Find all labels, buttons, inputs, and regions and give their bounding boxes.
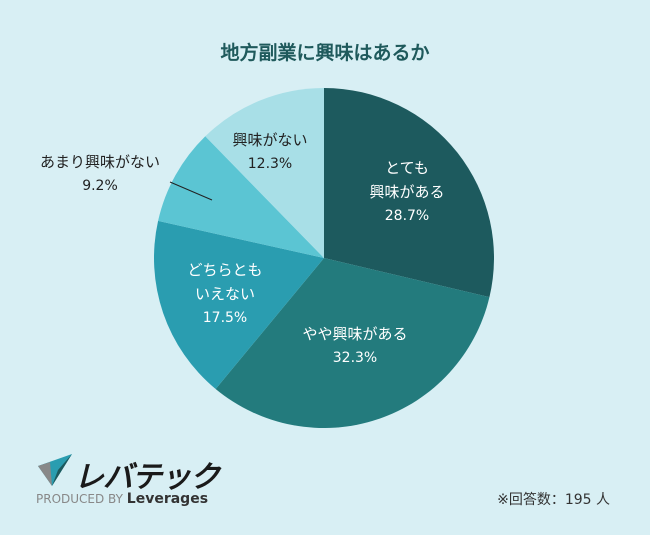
slice-label-line: 興味がない bbox=[232, 131, 308, 149]
produced-by-label: PRODUCED BY bbox=[36, 492, 123, 506]
slice-value-label: 9.2% bbox=[82, 178, 118, 194]
slice-label-line: 興味がある bbox=[369, 183, 445, 201]
levtech-logo-icon bbox=[38, 454, 72, 486]
slice-label-very-interested: とても 興味がある 28.7% bbox=[352, 156, 462, 228]
pie-slice-3 bbox=[158, 136, 324, 258]
slice-label-line: いえない bbox=[194, 285, 255, 303]
pie-slice-0 bbox=[324, 88, 494, 298]
leader-line bbox=[169, 181, 213, 201]
pie-slice-4 bbox=[205, 88, 324, 258]
slice-value-label: 28.7% bbox=[384, 208, 430, 224]
slice-label-line: やや興味がある bbox=[302, 325, 408, 343]
slice-label-neutral: どちらとも いえない 17.5% bbox=[170, 258, 280, 330]
slice-label-not-interested: 興味がない 12.3% bbox=[222, 128, 318, 176]
slice-label-line: どちらとも bbox=[187, 261, 263, 279]
respondent-count-note: ※回答数：195 人 bbox=[497, 492, 610, 508]
slice-label-somewhat-interested: やや興味がある 32.3% bbox=[290, 322, 420, 370]
slice-value-label: 17.5% bbox=[202, 310, 248, 326]
slice-label-line: あまり興味がない bbox=[39, 153, 160, 171]
slice-label-not-very-interested: あまり興味がない 9.2% bbox=[30, 150, 170, 198]
company-name: Leverages bbox=[126, 491, 209, 507]
produced-by: PRODUCED BY Leverages bbox=[36, 491, 208, 507]
slice-value-label: 12.3% bbox=[247, 156, 293, 172]
brand-logo-text: レバテック bbox=[74, 460, 220, 495]
slice-value-label: 32.3% bbox=[332, 350, 378, 366]
pie-slice-2 bbox=[154, 220, 324, 389]
pie-slice-1 bbox=[215, 258, 490, 428]
slice-label-line: とても bbox=[385, 159, 429, 177]
chart-title: 地方副業に興味はあるか bbox=[220, 42, 430, 64]
